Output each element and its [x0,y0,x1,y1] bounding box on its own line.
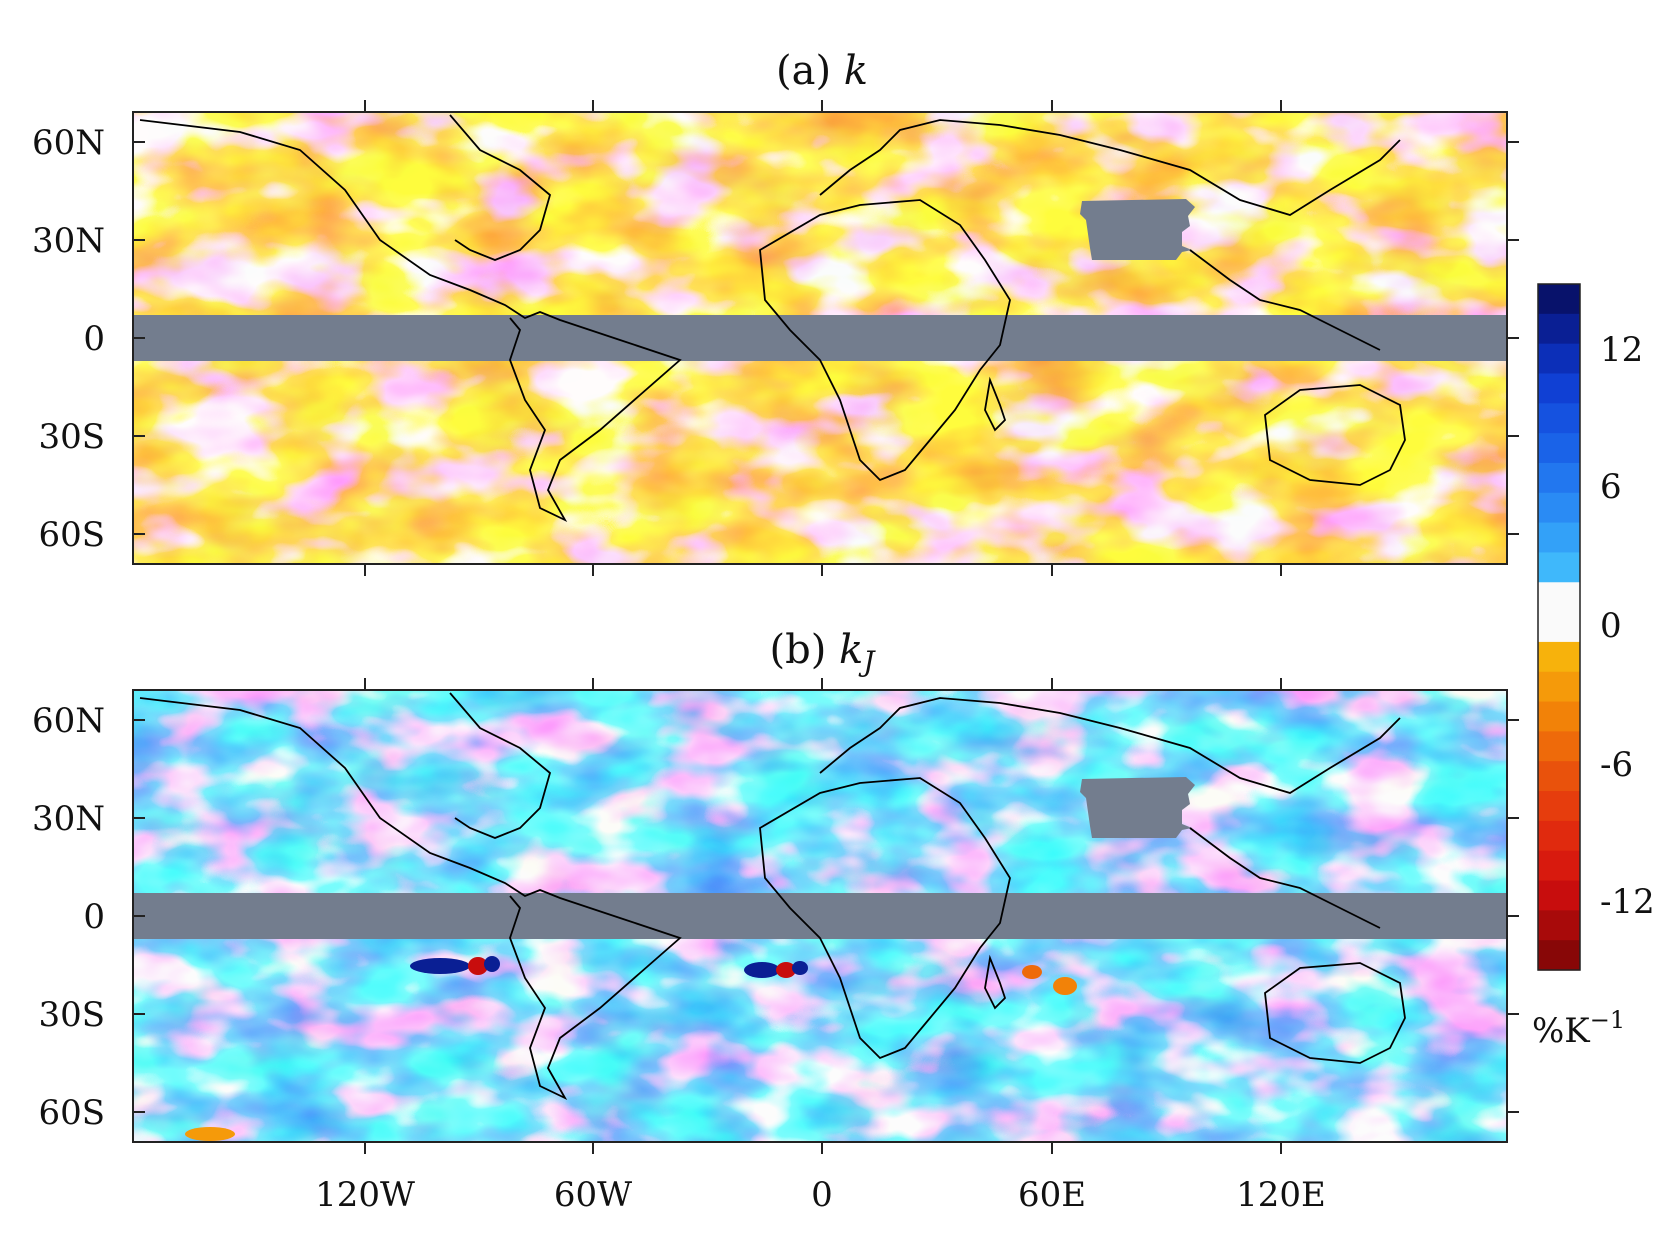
colorbar-swatch [1538,850,1580,882]
colorbar-swatch [1538,641,1580,673]
colorbar-tick: -12 [1600,882,1655,922]
panel-a-title: (a) k [776,48,868,94]
panel-a-equator-mask [133,315,1507,361]
lon-label: 0 [811,1175,833,1215]
panel-a: (a) k 60N 30N 0 30S 60S [32,48,1519,576]
colorbar-swatch [1538,880,1580,911]
colorbar-swatch [1538,761,1580,792]
panel-a-coastlines [139,114,1406,523]
colorbar-swatch [1538,462,1580,494]
colorbar-swatch [1538,433,1580,464]
colorbar-swatch [1538,791,1580,822]
panel-b-lat-labels: 60N 30N 0 30S 60S [32,701,105,1133]
panel-a-tickmarks [133,100,1519,576]
lat-label: 30N [32,799,105,839]
colorbar: 12 6 0 -6 -12 %K−1 [1532,283,1655,1051]
panel-b-extreme-spots [185,956,1077,1141]
colorbar-tick-labels: 12 6 0 -6 -12 [1600,330,1655,922]
lat-label: 60S [38,515,105,555]
lat-label: 30S [38,417,105,457]
panel-b-tickmarks [133,678,1519,1154]
lat-label: 60S [38,1093,105,1133]
colorbar-swatch [1538,492,1580,524]
colorbar-swatch [1538,284,1580,315]
lon-label: 120W [315,1175,415,1215]
colorbar-swatch [1538,940,1580,971]
colorbar-tick: 12 [1600,330,1643,370]
lat-label: 60N [32,123,105,163]
lon-label: 120E [1236,1175,1326,1215]
panel-a-tibet-mask [1080,199,1195,260]
colorbar-swatch [1538,313,1580,345]
panel-a-lat-labels: 60N 30N 0 30S 60S [32,123,105,555]
lat-label: 30S [38,995,105,1035]
colorbar-swatch [1538,343,1580,375]
colorbar-swatch [1538,552,1580,583]
colorbar-swatch [1538,582,1580,613]
colorbar-frame [1537,283,1581,971]
colorbar-swatch [1538,910,1580,941]
colorbar-unit: %K−1 [1532,1006,1625,1051]
panel-b-tibet-mask [1080,777,1195,838]
colorbar-tick: 0 [1600,606,1622,646]
colorbar-swatch [1538,403,1580,434]
colorbar-swatch [1538,671,1580,703]
colorbar-swatch [1538,373,1580,404]
colorbar-swatch [1538,731,1580,762]
lat-label: 60N [32,701,105,741]
lon-label: 60W [554,1175,632,1215]
colorbar-tick: 6 [1600,467,1622,507]
colorbar-swatch [1538,820,1580,852]
colorbar-swatch [1538,522,1580,554]
lat-label: 0 [83,319,105,359]
colorbar-swatch [1538,701,1580,732]
lat-label: 30N [32,221,105,261]
colorbar-swatch [1538,612,1580,643]
lon-label: 60E [1018,1175,1086,1215]
lon-labels: 120W 60W 0 60E 120E [315,1175,1326,1215]
colorbar-swatches [1538,284,1580,971]
lat-label: 0 [83,897,105,937]
colorbar-tick: -6 [1600,745,1633,785]
panel-b: (b) kJ [32,627,1519,1215]
panel-b-coastlines [139,692,1406,1101]
panel-b-equator-mask [133,893,1507,939]
panel-b-title: (b) kJ [769,627,876,678]
